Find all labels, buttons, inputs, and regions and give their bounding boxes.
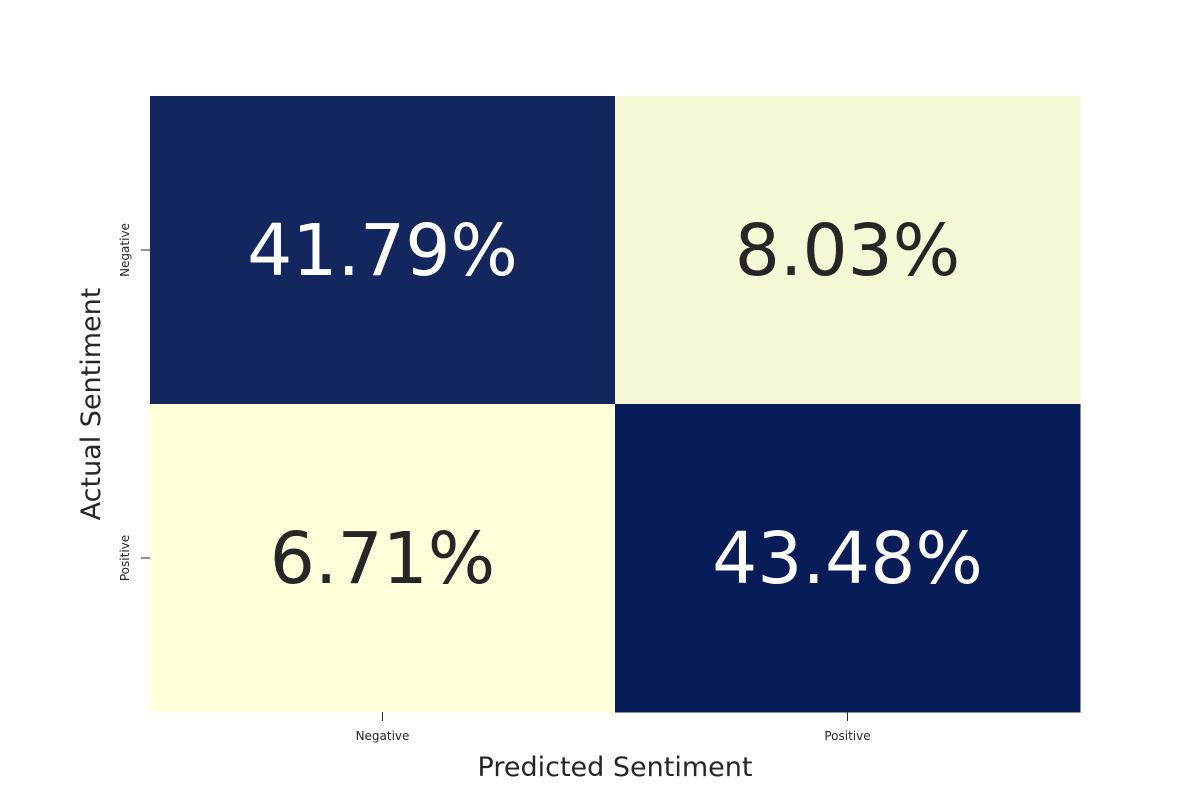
x-axis-ticks: Negative Positive <box>356 712 871 743</box>
y-tick-label-1: Positive <box>118 535 132 581</box>
heatmap-cell-label-0-0: 41.79% <box>247 209 518 292</box>
heatmap-cell-label-1-0: 6.71% <box>270 517 496 600</box>
heatmap-cell-1-1 <box>615 404 1081 713</box>
heatmap-cells <box>150 96 1081 713</box>
heatmap-cell-0-0 <box>150 96 616 405</box>
y-axis-ticks: Negative Positive <box>118 223 150 581</box>
y-tick-label-0: Negative <box>118 223 132 277</box>
heatmap-cell-label-0-1: 8.03% <box>735 209 961 292</box>
heatmap-cell-label-1-1: 43.48% <box>712 517 983 600</box>
x-axis-title: Predicted Sentiment <box>478 752 753 783</box>
heatmap-cell-0-1 <box>615 96 1081 405</box>
heatmap-cell-1-0 <box>150 404 616 713</box>
x-tick-label-0: Negative <box>356 729 410 743</box>
x-tick-label-1: Positive <box>824 729 870 743</box>
heatmap-cell-labels: 41.79% 8.03% 6.71% 43.48% <box>247 209 983 600</box>
y-axis-title: Actual Sentiment <box>76 288 107 521</box>
